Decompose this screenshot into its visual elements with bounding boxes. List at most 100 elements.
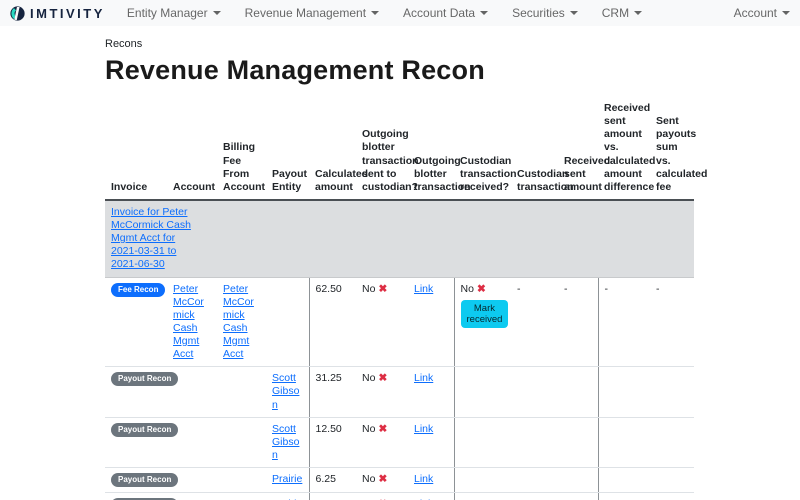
no-label: No <box>362 473 376 485</box>
custodian-received-cell: No ✖ Mark received <box>453 277 511 368</box>
billing-fee-account-link[interactable]: Peter McCormick Cash Mgmt Acct <box>223 282 254 361</box>
brand-name: IMTIVITY <box>30 5 105 21</box>
calculated-amount-cell: 31.25 <box>308 366 356 418</box>
account-menu[interactable]: Account <box>734 6 790 20</box>
no-label: No <box>362 498 375 500</box>
column-header: Outgoing blotter transaction <box>408 98 471 201</box>
payout-recon-badge: Payout Recon <box>111 422 179 437</box>
chevron-down-icon <box>634 11 643 15</box>
column-header: Outgoing blotter transaction sent to cus… <box>356 98 419 201</box>
blotter-link[interactable]: Link <box>414 473 434 485</box>
calculated-amount-cell: 6.25 <box>308 467 356 493</box>
blotter-transaction-cell: Link <box>408 417 454 469</box>
nav-item-securities[interactable]: Securities <box>512 6 578 20</box>
sent-to-custodian-cell: No✖ <box>356 417 408 469</box>
payout-entity-link[interactable]: Prairie <box>272 498 302 500</box>
red-cross-icon: ✖ <box>378 498 387 500</box>
invoice-link[interactable]: Invoice for Peter McCormick Cash Mgmt Ac… <box>111 205 191 271</box>
red-cross-icon: ✖ <box>378 473 388 485</box>
breadcrumb: Recons <box>105 38 143 50</box>
red-cross-icon: ✖ <box>378 422 388 435</box>
payout-entity-link[interactable]: Prairie <box>272 473 303 485</box>
column-header: Received sent amount vs. calculated amou… <box>598 98 655 201</box>
custodian-received-cell <box>453 366 511 418</box>
payout-recon-badge: Payout Recon <box>111 473 179 487</box>
custodian-received-cell <box>453 417 511 469</box>
sent-to-custodian-cell: No✖ <box>356 467 408 493</box>
recon-type-cell: Fee Recon <box>105 277 167 368</box>
chevron-down-icon <box>212 11 221 15</box>
column-header: Received sent amount <box>558 98 610 201</box>
custodian-transaction-cell: - <box>511 277 558 368</box>
amount-difference-cell <box>597 467 650 493</box>
calculated-amount-cell: 62.50 <box>308 277 356 368</box>
mark-received-button[interactable]: Mark received <box>460 299 509 328</box>
column-header: Custodian transaction <box>511 98 574 201</box>
column-header: Account <box>167 98 217 201</box>
sent-to-custodian-cell: No✖ <box>356 366 408 418</box>
payouts-vs-fee-cell <box>650 417 694 469</box>
column-header: Payout Entity <box>266 98 309 201</box>
red-cross-icon: ✖ <box>476 282 486 295</box>
payouts-vs-fee-cell: - <box>650 277 694 368</box>
invoice-group-row: Invoice for Peter McCormick Cash Mgmt Ac… <box>105 199 694 278</box>
payouts-vs-fee-cell <box>650 366 694 418</box>
account-cell <box>167 492 217 500</box>
blotter-link[interactable]: Link <box>414 422 434 435</box>
red-cross-icon: ✖ <box>378 372 388 385</box>
column-header: Sent payouts sum vs. calculated fee <box>650 98 707 201</box>
chevron-down-icon <box>569 11 578 15</box>
blotter-link[interactable]: Link <box>414 282 434 295</box>
table-body: Invoice for Peter McCormick Cash Mgmt Ac… <box>105 199 694 500</box>
payout-entity-link[interactable]: Scott Gibson <box>272 372 300 411</box>
custodian-received-cell <box>453 467 511 493</box>
recon-type-cell: Payout Recon <box>105 492 179 500</box>
table-header-row: Invoice Account Billing Fee From Account Pa… <box>105 98 707 201</box>
nav-item-crm[interactable]: CRM <box>602 6 643 20</box>
sent-to-custodian-cell: No✖ <box>356 492 408 500</box>
chevron-down-icon <box>480 11 489 15</box>
nav-item-revenue-management[interactable]: Revenue Management <box>245 6 380 20</box>
column-header: Invoice <box>105 98 167 201</box>
billing-fee-account-cell <box>217 417 266 469</box>
amount-difference-cell <box>597 417 650 469</box>
payout-entity-cell: Scott Gibson <box>266 366 309 418</box>
account-cell: Peter McCormick Cash Mgmt Acct <box>167 277 217 368</box>
calculated-amount-cell: 12.50 <box>308 417 356 469</box>
brand[interactable]: IMTIVITY <box>10 6 105 21</box>
received-sent-amount-cell <box>558 417 598 469</box>
red-cross-icon: ✖ <box>378 282 388 295</box>
received-sent-amount-cell <box>558 467 598 493</box>
fee-recon-badge: Fee Recon <box>111 282 166 297</box>
blotter-link[interactable]: Link <box>414 372 434 385</box>
payout-entity-link[interactable]: Scott Gibson <box>272 422 300 461</box>
recon-table: Invoice Account Billing Fee From Account Pa… <box>105 98 707 500</box>
received-sent-amount-cell <box>558 366 598 418</box>
billing-fee-account-cell <box>217 492 266 500</box>
nav-item-entity-manager[interactable]: Entity Manager <box>127 6 221 20</box>
amount-difference-cell <box>597 492 650 500</box>
payouts-vs-fee-cell <box>650 467 694 493</box>
custodian-transaction-cell <box>511 467 558 493</box>
custodian-transaction-cell <box>511 366 558 418</box>
payout-recon-badge: Payout Recon <box>111 372 179 387</box>
received-sent-amount-cell: - <box>558 277 598 368</box>
blotter-transaction-cell: Link <box>408 467 454 493</box>
account-link[interactable]: Peter McCormick Cash Mgmt Acct <box>173 282 204 361</box>
sent-to-custodian-cell: No✖ <box>356 277 408 368</box>
billing-fee-account-cell: Peter McCormick Cash Mgmt Acct <box>217 277 266 368</box>
payout-entity-cell: Scott Gibson <box>266 417 309 469</box>
no-label: No <box>362 282 376 295</box>
amount-difference-cell: - <box>597 277 650 368</box>
blotter-link[interactable]: Link <box>414 498 433 500</box>
recon-type-cell: Payout Recon <box>105 467 179 493</box>
recon-row: Payout Recon Scott Gibson 31.25 No ✖ Link <box>105 366 694 418</box>
payout-entity-cell <box>266 277 309 368</box>
billing-fee-account-cell <box>217 366 266 418</box>
no-label: No <box>362 372 376 385</box>
blotter-transaction-cell: Link <box>408 366 454 418</box>
nav-item-account-data[interactable]: Account Data <box>403 6 489 20</box>
recon-row: Payout Recon Scott Gibson 12.50 No ✖ Link <box>105 417 694 469</box>
